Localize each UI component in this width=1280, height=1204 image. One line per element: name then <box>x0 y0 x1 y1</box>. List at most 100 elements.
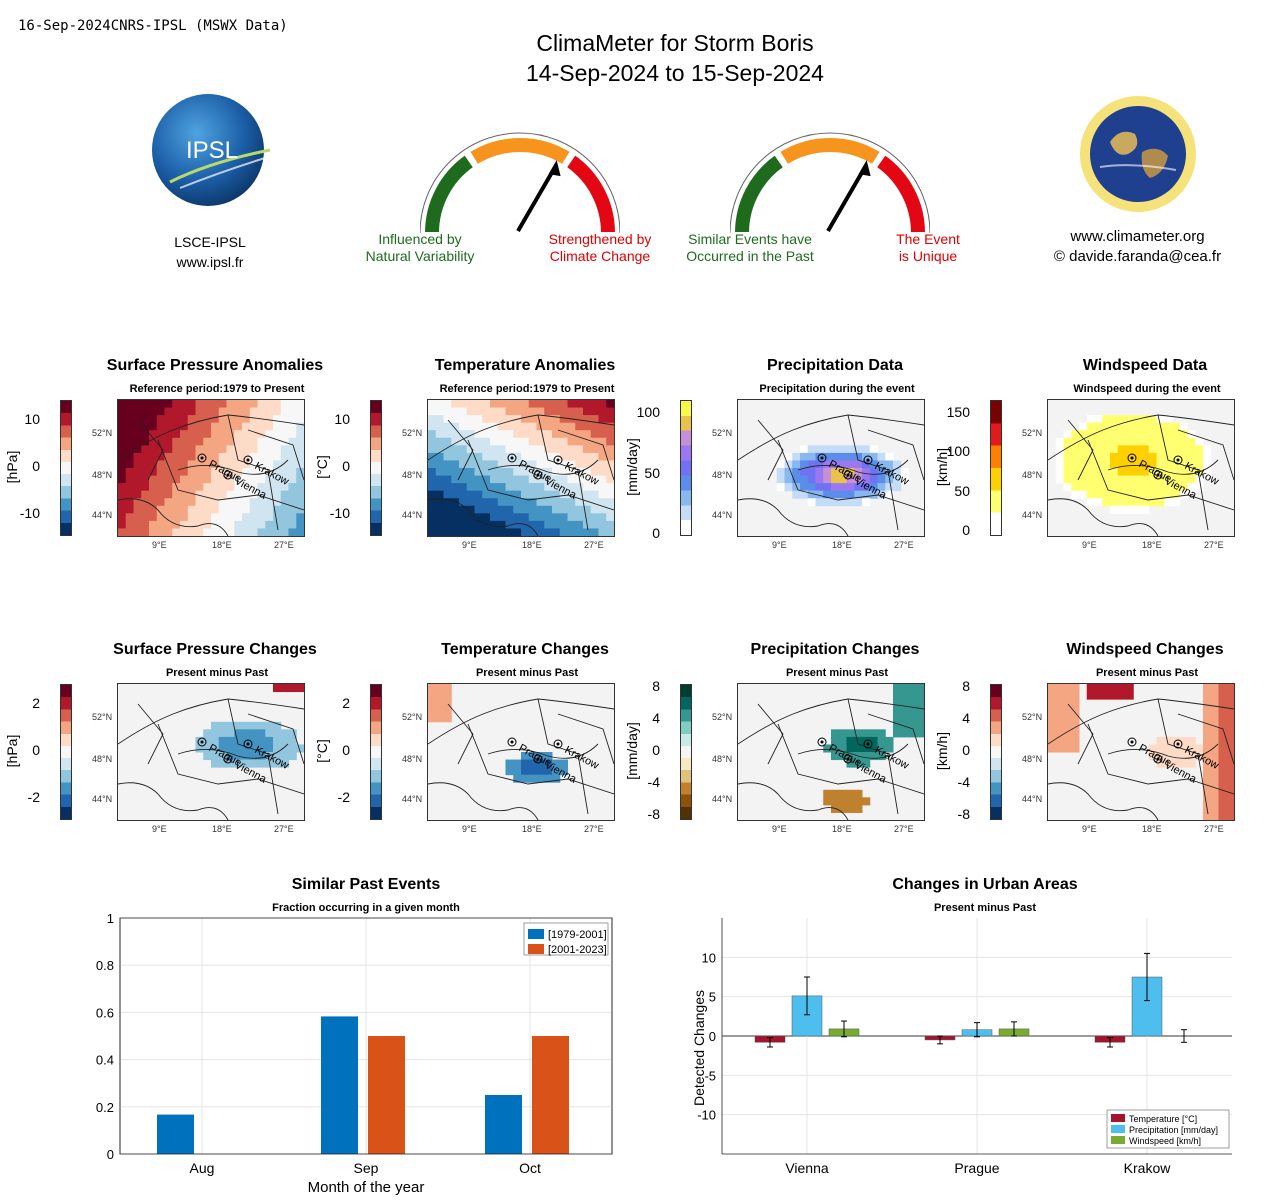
chart2-legend-label: Precipitation [mm/day] <box>1129 1125 1218 1135</box>
chart1-y-tick-label: 0.6 <box>96 1005 114 1020</box>
lat-tick-label: 48°N <box>92 754 113 764</box>
gauge-segment-orange <box>467 136 573 167</box>
lon-tick-label: 18°E <box>1142 824 1162 834</box>
lon-tick-label: 18°E <box>522 824 542 834</box>
lat-tick-label: 44°N <box>712 794 733 804</box>
climameter-email: © davide.faranda@cea.fr <box>1053 248 1222 265</box>
gauge1-right-line1: Strengthened by <box>548 231 652 247</box>
map-border-line <box>428 698 614 745</box>
chart1-legend-label: [1979-2001] <box>548 929 607 941</box>
chart1-bar <box>157 1114 194 1154</box>
chart2-legend-swatch <box>1111 1125 1125 1133</box>
map-border-line <box>118 698 304 745</box>
map-border-line <box>1157 414 1209 531</box>
map-border-line <box>1177 713 1234 765</box>
climameter-url: www.climameter.org <box>1070 228 1205 245</box>
lon-tick-label: 9°E <box>462 540 477 550</box>
colorbar <box>370 400 382 536</box>
lat-tick-label: 44°N <box>402 794 423 804</box>
map-panel: Prague Krakow Vienna <box>1047 683 1235 821</box>
gauge2-left-line1: Similar Events have <box>688 231 812 247</box>
chart1-x-tick-label: Aug <box>190 1160 215 1176</box>
city-marker <box>1173 455 1183 465</box>
map-border-line <box>177 743 289 759</box>
lat-tick-label: 48°N <box>1022 754 1043 764</box>
gauge-attribution <box>420 132 620 234</box>
chart1-legend-label: [2001-2023] <box>548 944 607 956</box>
chart1-y-tick-label: 0.4 <box>96 1053 114 1068</box>
panel-title: Surface Pressure Anomalies <box>106 357 324 374</box>
chart2-y-tick-label: 0 <box>709 1029 716 1044</box>
city-marker <box>843 754 853 764</box>
city-marker-dot <box>510 456 514 460</box>
lat-tick-label: 44°N <box>92 794 113 804</box>
chart1-x-tick-label: Oct <box>519 1160 541 1176</box>
colorbar-tick-label: -10 <box>329 504 350 521</box>
panel-title: Surface Pressure Changes <box>113 641 317 658</box>
chart1-legend: [1979-2001] [2001-2023] <box>523 922 609 956</box>
map-border-line <box>847 698 899 815</box>
city-marker <box>507 453 517 463</box>
map-border-line <box>1107 743 1219 759</box>
colorbar-tick-label: 4 <box>962 709 970 726</box>
map-border-line <box>247 429 304 481</box>
gauge2-left-label: Similar Events have Occurred in the Past <box>672 231 828 265</box>
map-border-line <box>738 498 849 536</box>
gauge1-left-label: Influenced by Natural Variability <box>350 231 490 265</box>
map-border-line <box>1067 703 1094 765</box>
map-panel: Prague Krakow Vienna <box>737 683 925 821</box>
map-border-line <box>118 782 229 820</box>
ipsl-caption: LSCE-IPSL www.ipsl.fr <box>140 232 280 272</box>
map-border-line <box>447 419 474 481</box>
lon-tick-label: 27°E <box>584 824 604 834</box>
city-marker <box>553 739 563 749</box>
chart2-y-tick-label: 5 <box>709 990 716 1005</box>
lon-tick-label: 18°E <box>1142 540 1162 550</box>
city-marker <box>817 453 827 463</box>
city-marker <box>1153 754 1163 764</box>
map-border-line <box>557 429 614 481</box>
colorbar-tick-label: 4 <box>652 709 660 726</box>
lon-tick-label: 18°E <box>212 824 232 834</box>
map-border-line <box>1048 698 1234 745</box>
lon-tick-label: 27°E <box>274 824 294 834</box>
map-border-line <box>1157 698 1209 815</box>
colorbar <box>680 400 692 536</box>
chart2-x-tick-label: Vienna <box>785 1160 829 1176</box>
colorbar-tick-label: 0 <box>652 742 660 758</box>
panel-title: Temperature Changes <box>441 641 609 658</box>
panel-subtitle: Present minus Past <box>1095 667 1199 679</box>
city-marker <box>863 739 873 749</box>
colorbar-tick-label: 0 <box>652 525 660 541</box>
panel-subtitle: Present minus Past <box>785 667 889 679</box>
ipsl-caption-name: LSCE-IPSL <box>174 234 246 250</box>
map-border-line <box>428 414 614 461</box>
lat-tick-label: 52°N <box>1022 428 1043 438</box>
map-border-line <box>247 713 304 765</box>
lat-tick-label: 44°N <box>1022 794 1043 804</box>
city-marker-dot <box>226 473 230 477</box>
colorbar <box>990 684 1002 820</box>
city-marker <box>817 737 827 747</box>
colorbar-tick-label: 2 <box>342 695 350 712</box>
gauge-needle <box>826 166 867 233</box>
gauge-uniqueness <box>730 132 930 234</box>
city-marker <box>223 754 233 764</box>
city-marker-dot <box>556 742 560 746</box>
colorbar-tick-label: -2 <box>27 788 40 805</box>
colorbar-tick-label: 50 <box>644 464 660 481</box>
lat-tick-label: 48°N <box>712 470 733 480</box>
chart1-y-tick-label: 0.8 <box>96 958 114 973</box>
lon-tick-label: 9°E <box>152 540 167 550</box>
city-marker-dot <box>536 757 540 761</box>
lon-tick-label: 27°E <box>1204 824 1224 834</box>
map-border-line <box>137 703 164 765</box>
colorbar-tick-label: -10 <box>19 504 40 521</box>
lat-tick-label: 44°N <box>92 510 113 520</box>
city-marker <box>1127 453 1137 463</box>
colorbar-unit-label: [km/h] <box>934 731 950 771</box>
lat-tick-label: 48°N <box>712 754 733 764</box>
colorbar-unit-label: [°C] <box>314 739 330 763</box>
city-marker-dot <box>1176 742 1180 746</box>
lon-tick-label: 18°E <box>212 540 232 550</box>
